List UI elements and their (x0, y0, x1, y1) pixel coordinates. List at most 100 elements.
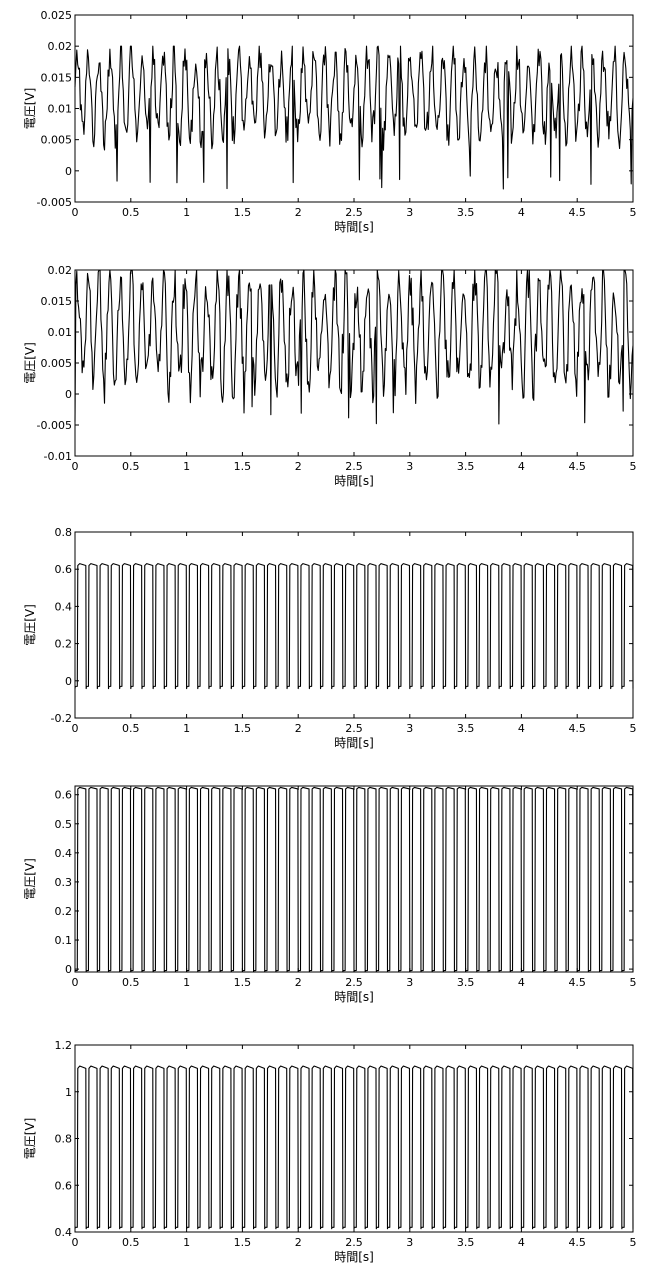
y-tick-label: 0.6 (55, 1179, 73, 1192)
chart-panel-2: 0 0.5 1 1.5 2 2.5 3 3.5 4 4.5 5 -0.01 -0.005 0 0.005 0.… (23, 264, 637, 488)
x-tick-label: 1.5 (234, 976, 252, 989)
y-tick-label: 0.4 (55, 847, 73, 860)
x-tick-label: 0.5 (122, 1236, 140, 1249)
y-tick-label: 0 (65, 963, 72, 976)
y-tick-label: 0.02 (48, 40, 73, 53)
y-tick-label: 0 (65, 675, 72, 688)
x-tick-label: 5 (630, 1236, 637, 1249)
x-tick-label: 3 (406, 206, 413, 219)
y-tick-label: 0 (65, 388, 72, 401)
y-tick-label: 0.01 (48, 103, 73, 116)
voltage-series-line (74, 1065, 634, 1230)
y-tick-label: 0.1 (55, 934, 73, 947)
y-tick-label: 0.8 (55, 1133, 73, 1146)
y-tick-label: -0.005 (37, 196, 72, 209)
x-tick-label: 4 (518, 976, 525, 989)
x-tick-label: 4.5 (568, 976, 586, 989)
x-tick-label: 1 (183, 722, 190, 735)
x-tick-label: 5 (630, 976, 637, 989)
x-tick-label: 4 (518, 1236, 525, 1249)
x-tick-label: 3 (406, 976, 413, 989)
chart-panel-3: 0 0.5 1 1.5 2 2.5 3 3.5 4 4.5 5-0.200.20.40.60.8時間… (23, 526, 637, 750)
y-axis-label: 電圧[V] (23, 342, 37, 384)
y-axis-label: 電圧[V] (23, 1118, 37, 1160)
x-tick-label: 4.5 (568, 722, 586, 735)
y-tick-label: 1.2 (55, 1039, 73, 1052)
x-tick-label: 1.5 (234, 206, 252, 219)
y-tick-label: 0.01 (48, 326, 73, 339)
x-tick-label: 4.5 (568, 206, 586, 219)
x-tick-label: 3 (406, 722, 413, 735)
x-tick-label: 1 (183, 976, 190, 989)
x-tick-label: 4 (518, 206, 525, 219)
x-tick-label: 1.5 (234, 722, 252, 735)
x-tick-label: 2 (295, 1236, 302, 1249)
x-tick-label: 1.5 (234, 460, 252, 473)
y-tick-label: 0.2 (55, 905, 73, 918)
x-tick-label: 2.5 (345, 722, 363, 735)
x-tick-label: 4.5 (568, 1236, 586, 1249)
x-tick-label: 2 (295, 206, 302, 219)
y-tick-label: 0.4 (55, 1226, 73, 1239)
x-tick-label: 3 (406, 1236, 413, 1249)
x-tick-label: 2 (295, 460, 302, 473)
y-tick-label: 0 (65, 165, 72, 178)
x-tick-label: 2.5 (345, 460, 363, 473)
x-tick-label: 3.5 (457, 460, 475, 473)
x-tick-label: 0 (72, 976, 79, 989)
y-axis-label: 電圧[V] (23, 604, 37, 646)
y-tick-label: 0.5 (55, 818, 73, 831)
x-tick-label: 0.5 (122, 206, 140, 219)
x-axis-label: 時間[s] (334, 474, 374, 488)
x-tick-label: 3 (406, 460, 413, 473)
x-tick-label: 4.5 (568, 460, 586, 473)
x-tick-label: 0 (72, 206, 79, 219)
x-tick-label: 4 (518, 460, 525, 473)
x-tick-label: 0.5 (122, 976, 140, 989)
y-tick-label: 0.025 (41, 9, 73, 22)
x-tick-label: 3.5 (457, 206, 475, 219)
chart-panel-5: 0 0.5 1 1.5 2 2.5 3 3.5 4 4.5 5 0.4 0.6 0.8 1 1.2 時間[s] 電… (23, 1039, 637, 1264)
y-tick-label: 0.005 (41, 357, 73, 370)
x-tick-label: 5 (630, 722, 637, 735)
x-tick-label: 1 (183, 206, 190, 219)
x-tick-label: 5 (630, 206, 637, 219)
x-tick-label: 4 (518, 722, 525, 735)
y-tick-label: 0.3 (55, 876, 73, 889)
y-tick-label: 0.005 (41, 134, 73, 147)
x-tick-label: 3.5 (457, 1236, 475, 1249)
plot-frame (74, 14, 634, 203)
y-tick-label: 0.2 (55, 638, 73, 651)
chart-panel-4: 0 0.5 1 1.5 2 2.5 3 3.5 4 4.5 5 0 0.1 0.2 0.3 0.4 0.5 0.6… (23, 785, 637, 1004)
y-tick-label: -0.01 (44, 450, 72, 463)
x-tick-label: 2 (295, 976, 302, 989)
voltage-series-line (74, 269, 634, 425)
x-tick-label: 2 (295, 722, 302, 735)
chart-panel-1: 0 0.5 1 1.5 2 2.5 3 3.5 4 4.5 5-0.00500.0050.010.0… (23, 9, 637, 234)
x-axis-label: 時間[s] (334, 736, 374, 750)
y-tick-label: 0.6 (55, 789, 73, 802)
x-axis-label: 時間[s] (334, 1250, 374, 1264)
y-tick-label: 0.015 (41, 295, 73, 308)
x-tick-label: 0 (72, 1236, 79, 1249)
x-tick-label: 2.5 (345, 206, 363, 219)
x-tick-label: 3.5 (457, 976, 475, 989)
x-axis-label: 時間[s] (334, 990, 374, 1004)
x-tick-label: 0 (72, 722, 79, 735)
voltage-series-line (74, 786, 634, 972)
y-tick-label: 1 (65, 1086, 72, 1099)
voltage-series-line (74, 563, 634, 690)
x-tick-label: 3.5 (457, 722, 475, 735)
x-tick-label: 2.5 (345, 1236, 363, 1249)
y-tick-label: -0.2 (51, 712, 72, 725)
x-tick-label: 5 (630, 460, 637, 473)
y-tick-label: 0.8 (55, 526, 73, 539)
y-axis-label: 電圧[V] (23, 88, 37, 130)
x-tick-label: 0.5 (122, 722, 140, 735)
x-tick-label: 2.5 (345, 976, 363, 989)
x-tick-label: 0 (72, 460, 79, 473)
x-axis-label: 時間[s] (334, 220, 374, 234)
x-tick-label: 1 (183, 460, 190, 473)
y-tick-label: -0.005 (37, 419, 72, 432)
